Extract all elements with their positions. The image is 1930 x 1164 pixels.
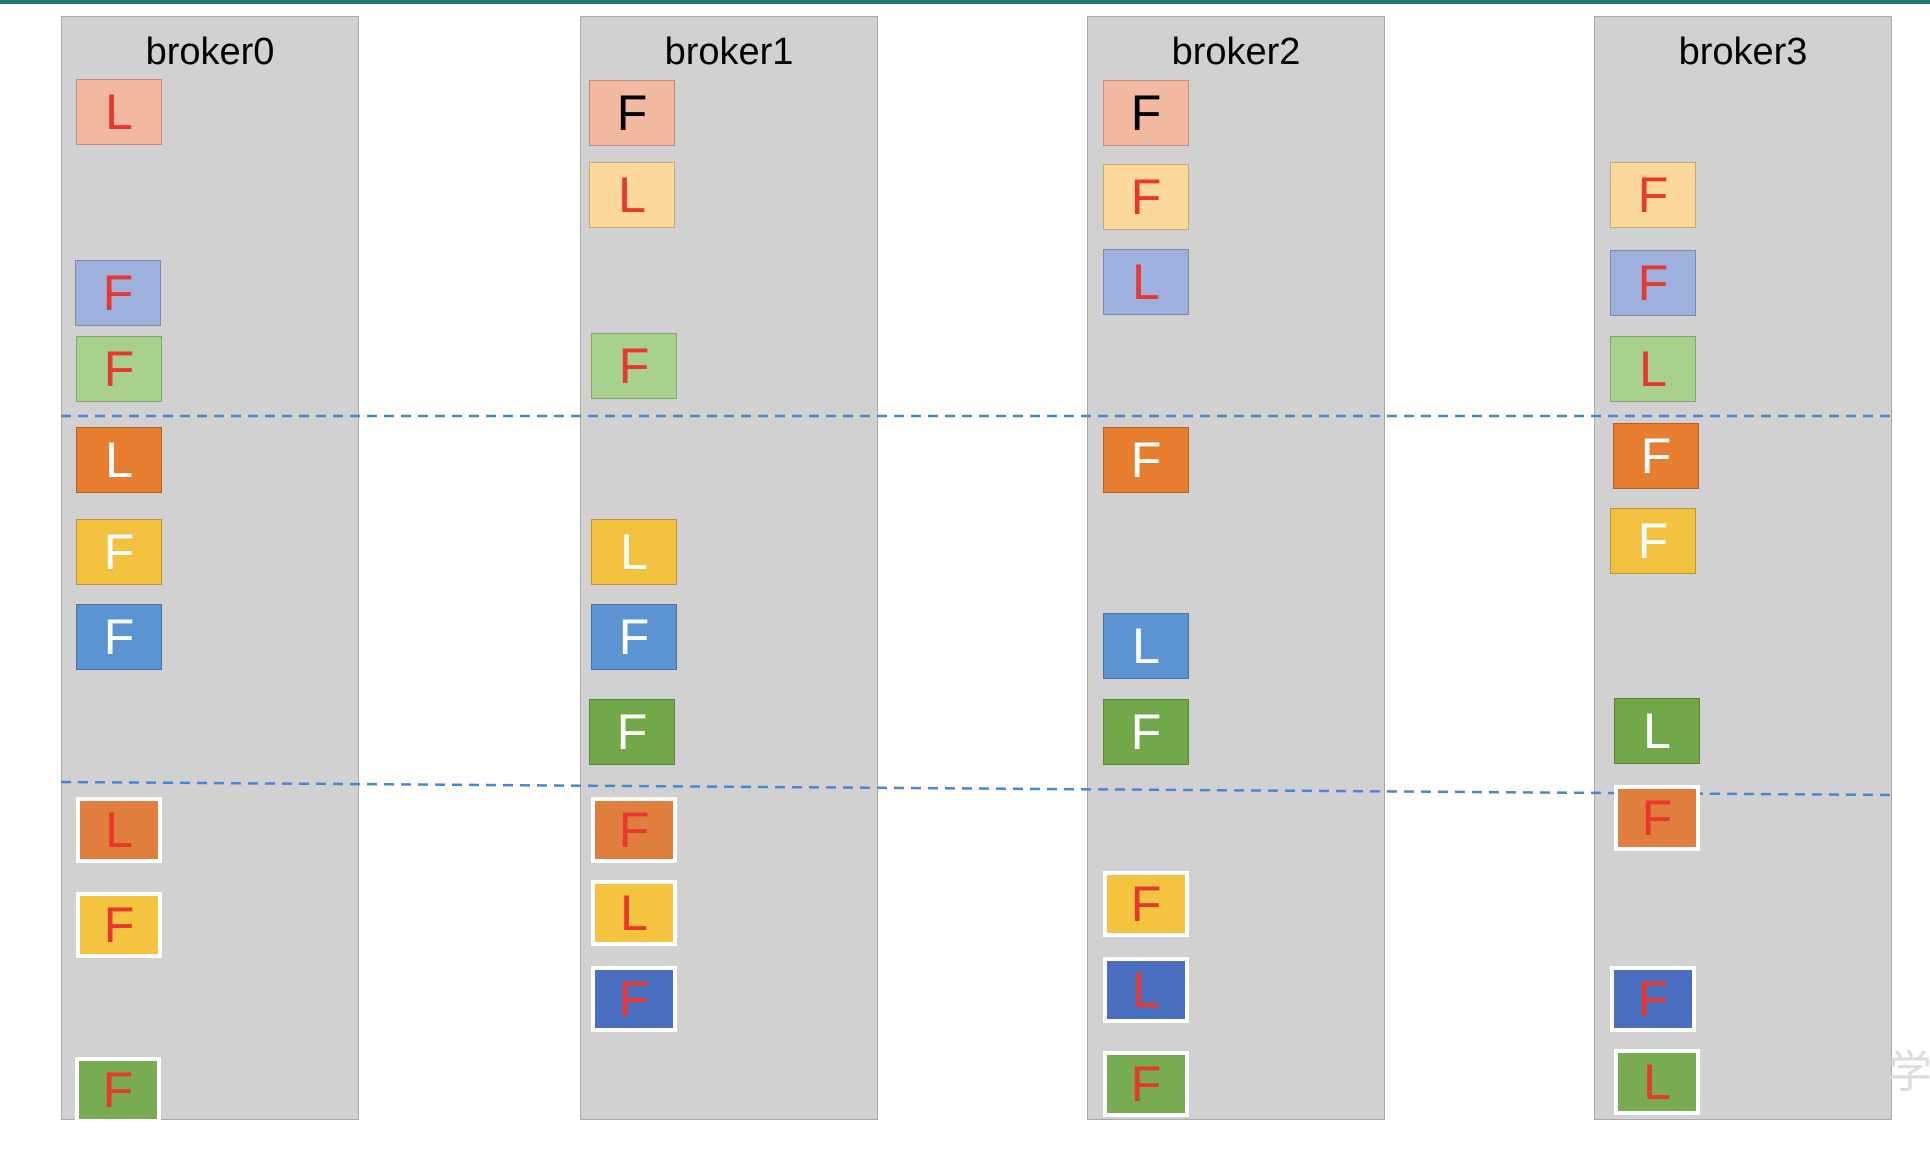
replica-leader-b1-3: L (591, 519, 677, 585)
replica-leader-b1-1: L (589, 162, 675, 228)
replica-follower-b1-6: F (591, 797, 677, 863)
replica-follower-b0-4: F (76, 519, 162, 585)
replica-follower-b1-2: F (591, 333, 677, 399)
replica-follower-b2-1: F (1103, 164, 1189, 230)
replica-follower-b2-8: F (1103, 1051, 1189, 1117)
replica-follower-b0-5: F (76, 604, 162, 670)
replica-follower-b1-5: F (589, 699, 675, 765)
broker-column-3: broker3 (1594, 16, 1892, 1120)
replica-follower-b3-1: F (1610, 250, 1696, 316)
replica-leader-b2-2: L (1103, 249, 1189, 315)
broker-title-3: broker3 (1678, 31, 1808, 73)
replica-leader-b0-3: L (76, 427, 162, 493)
replica-follower-b0-8: F (75, 1057, 161, 1123)
replica-leader-b0-6: L (76, 797, 162, 863)
top-accent-bar (0, 0, 1930, 4)
replica-leader-b2-4: L (1103, 613, 1189, 679)
watermark: 学 (1888, 1048, 1930, 1097)
replica-follower-b3-4: F (1610, 508, 1696, 574)
replica-follower-b0-1: F (75, 260, 161, 326)
replica-follower-b1-0: F (589, 80, 675, 146)
broker-title-2: broker2 (1171, 31, 1301, 73)
replica-follower-b2-3: F (1103, 427, 1189, 493)
replica-leader-b2-7: L (1103, 957, 1189, 1023)
replica-follower-b0-2: F (76, 336, 162, 402)
replica-follower-b2-5: F (1103, 699, 1189, 765)
replica-follower-b3-0: F (1610, 162, 1696, 228)
replica-leader-b1-7: L (591, 880, 677, 946)
replica-leader-b3-8: L (1614, 1049, 1700, 1115)
replica-leader-b0-0: L (76, 79, 162, 145)
replica-leader-b3-2: L (1610, 336, 1696, 402)
replica-follower-b3-6: F (1614, 785, 1700, 851)
replica-follower-b1-8: F (591, 966, 677, 1032)
broker-title-1: broker1 (664, 31, 794, 73)
replica-leader-b3-5: L (1614, 698, 1700, 764)
replica-follower-b3-7: F (1610, 966, 1696, 1032)
replica-follower-b2-0: F (1103, 80, 1189, 146)
replica-follower-b0-7: F (76, 892, 162, 958)
replica-follower-b3-3: F (1613, 423, 1699, 489)
replica-follower-b1-4: F (591, 604, 677, 670)
broker-title-0: broker0 (145, 31, 275, 73)
replica-follower-b2-6: F (1103, 871, 1189, 937)
